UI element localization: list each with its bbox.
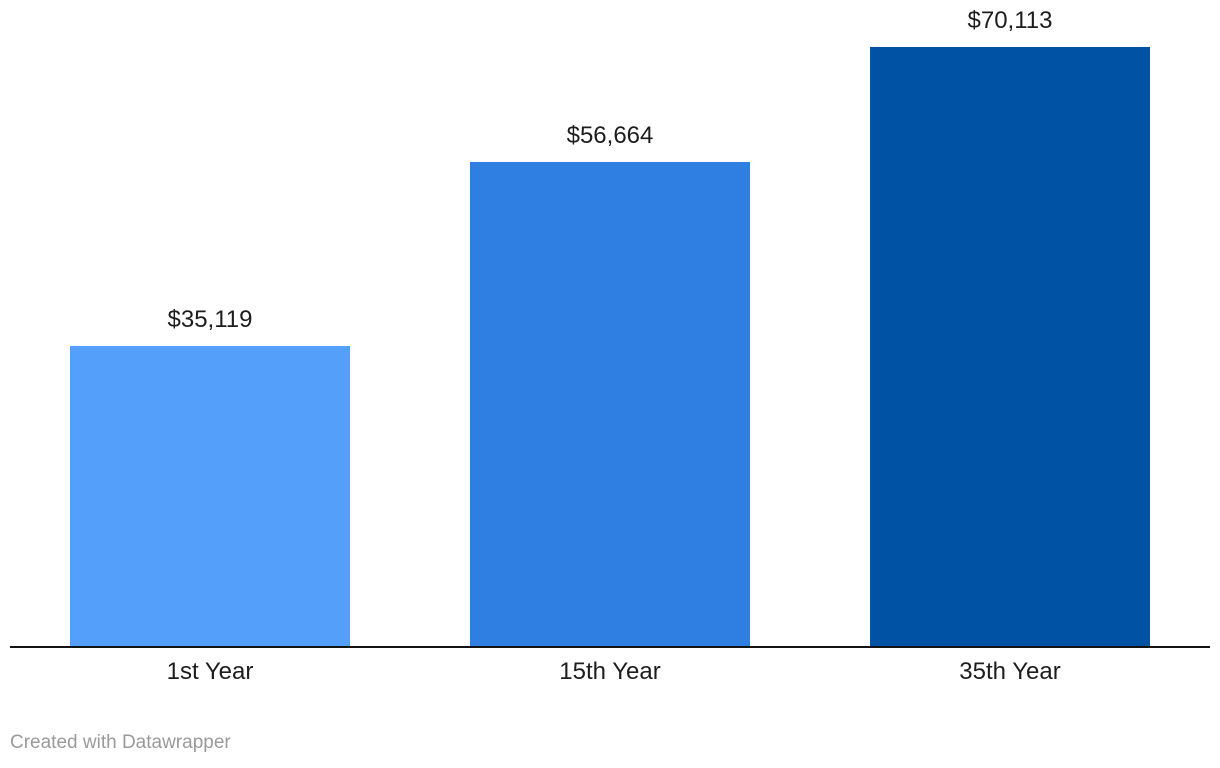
plot-area: $35,119 $56,664 $70,113 [70,0,1150,646]
category-label: 1st Year [166,658,254,685]
category-label: 15th Year [559,658,661,685]
value-label: $35,119 [167,306,253,333]
value-label: $56,664 [566,122,654,149]
bar [870,47,1150,646]
bar-group: $35,119 [70,0,350,646]
category-label: 35th Year [959,658,1061,685]
value-label: $70,113 [967,7,1053,34]
x-axis-line [10,646,1210,648]
attribution-text: Created with Datawrapper [10,732,231,753]
bar-group: $56,664 [470,0,750,646]
x-axis-labels: 1st Year 15th Year 35th Year [0,658,1220,688]
bar [470,162,750,646]
bar-group: $70,113 [870,0,1150,646]
bar [70,346,350,646]
